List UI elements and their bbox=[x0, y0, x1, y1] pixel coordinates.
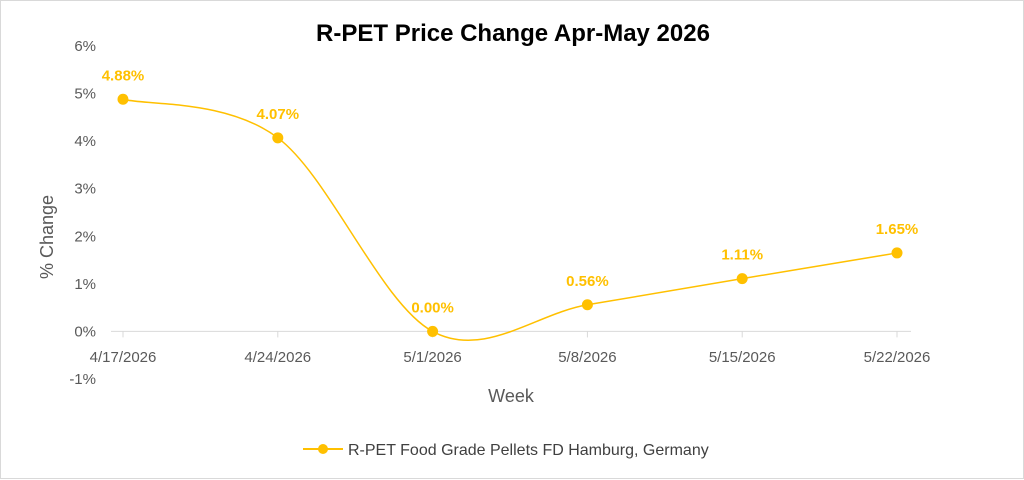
series-layer: 4.88% 4.07% 0.00% 0.56% 1.11% 1.65% bbox=[102, 67, 919, 342]
y-tick-label: 6% bbox=[74, 38, 96, 55]
legend: R-PET Food Grade Pellets FD Hamburg, Ger… bbox=[303, 442, 709, 459]
y-tick-label: 4% bbox=[74, 133, 96, 150]
data-point bbox=[117, 93, 129, 105]
data-point bbox=[891, 247, 903, 259]
x-tick-label: 4/17/2026 bbox=[90, 349, 157, 366]
y-axis-ticks: -1% 0% 1% 2% 3% 4% 5% 6% bbox=[69, 38, 96, 388]
y-tick-label: 5% bbox=[74, 86, 96, 103]
y-tick-label: -1% bbox=[69, 371, 96, 388]
data-label: 0.56% bbox=[566, 273, 609, 290]
series-line bbox=[122, 98, 898, 342]
legend-marker bbox=[318, 444, 328, 454]
x-tick-label: 5/8/2026 bbox=[558, 349, 616, 366]
y-tick-label: 2% bbox=[74, 228, 96, 245]
data-point bbox=[427, 325, 439, 337]
legend-label: R-PET Food Grade Pellets FD Hamburg, Ger… bbox=[348, 442, 709, 459]
data-point bbox=[736, 273, 748, 285]
x-axis: 4/17/2026 4/24/2026 5/1/2026 5/8/2026 5/15/2… bbox=[90, 330, 931, 366]
y-tick-label: 3% bbox=[74, 181, 96, 198]
x-axis-title: Week bbox=[488, 386, 535, 406]
data-label: 4.88% bbox=[102, 67, 145, 84]
x-tick-label: 5/15/2026 bbox=[709, 349, 776, 366]
data-label: 4.07% bbox=[257, 106, 300, 123]
data-label: 0.00% bbox=[411, 299, 454, 316]
y-axis-title: % Change bbox=[37, 195, 57, 279]
x-tick-label: 5/1/2026 bbox=[403, 349, 461, 366]
chart-title: R-PET Price Change Apr-May 2026 bbox=[316, 20, 710, 47]
data-point bbox=[581, 299, 593, 311]
x-tick-label: 4/24/2026 bbox=[244, 349, 311, 366]
x-tick-label: 5/22/2026 bbox=[864, 349, 931, 366]
y-tick-label: 1% bbox=[74, 276, 96, 293]
data-point bbox=[272, 132, 284, 144]
y-tick-label: 0% bbox=[74, 323, 96, 340]
data-label: 1.65% bbox=[876, 221, 919, 238]
data-label: 1.11% bbox=[721, 247, 763, 264]
